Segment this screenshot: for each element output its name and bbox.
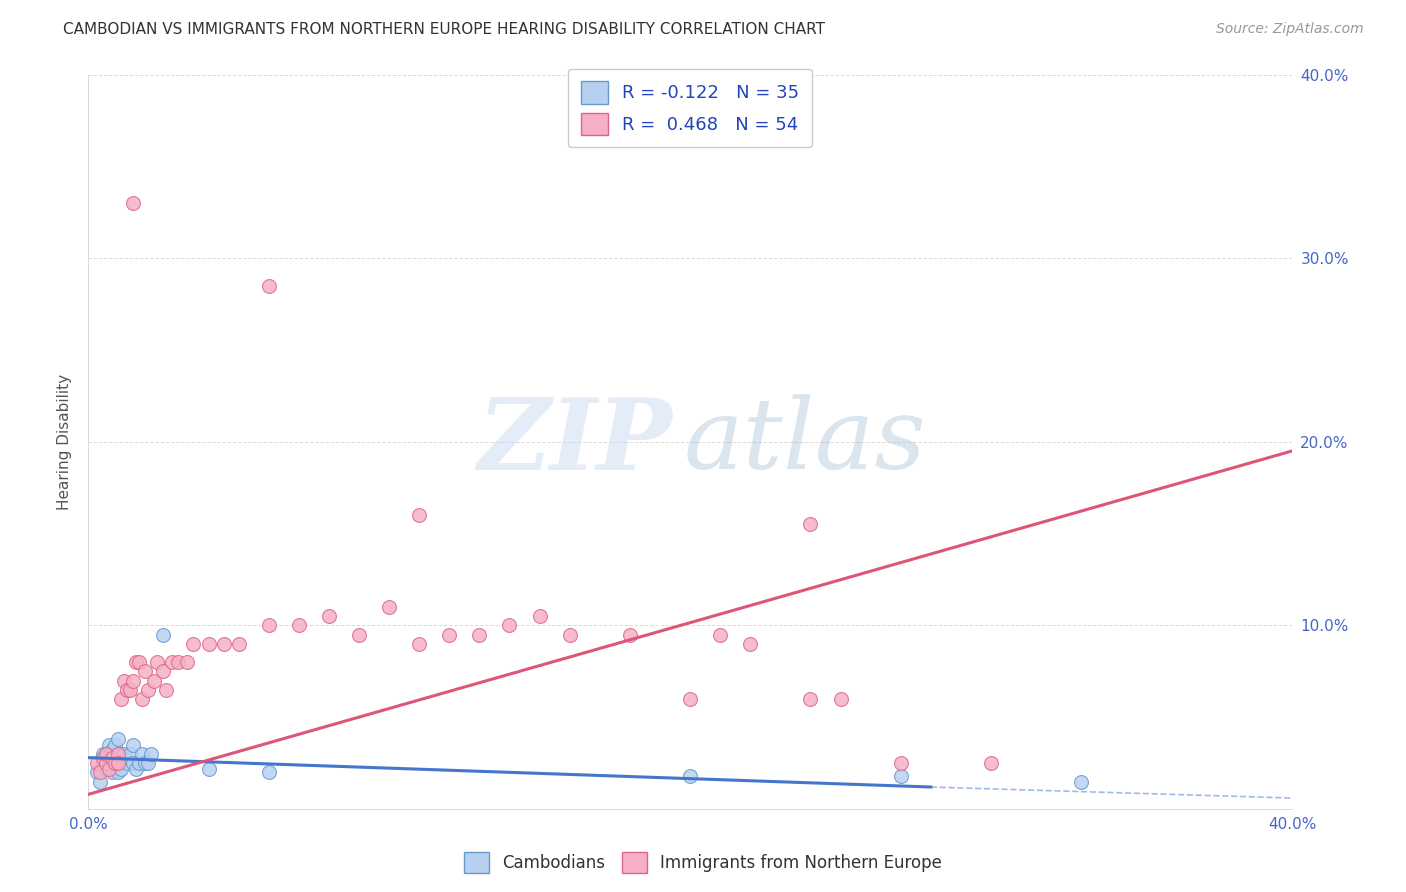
Point (162, 655, 184, 669)
Point (709, 627, 731, 641)
Point (347, 627, 370, 641)
Point (890, 756, 912, 771)
Point (104, 738, 127, 752)
Point (980, 756, 1002, 771)
Point (120, 747, 142, 761)
Point (529, 609, 551, 624)
Point (378, 600, 401, 615)
Point (799, 517, 821, 532)
Point (125, 655, 148, 669)
Point (558, 627, 581, 641)
Point (98, 756, 121, 771)
Text: ZIP: ZIP (477, 393, 672, 490)
Point (257, 765, 280, 780)
Point (1070, 774, 1092, 789)
Point (131, 747, 153, 761)
Point (679, 769, 702, 783)
Point (120, 682, 142, 697)
Point (619, 627, 641, 641)
Point (138, 756, 160, 771)
Point (96, 762, 118, 776)
Point (288, 618, 311, 632)
Point (799, 692, 821, 706)
Point (98, 738, 121, 752)
Point (104, 756, 127, 771)
Point (146, 655, 169, 669)
Point (101, 750, 124, 764)
Point (134, 665, 156, 679)
Point (107, 732, 129, 747)
Point (96, 747, 118, 761)
Point (141, 747, 163, 761)
Point (408, 508, 430, 523)
Point (101, 765, 124, 780)
Point (197, 762, 219, 776)
Point (107, 765, 129, 780)
Point (128, 655, 150, 669)
Point (176, 655, 198, 669)
Y-axis label: Hearing Disability: Hearing Disability (58, 374, 72, 510)
Point (96, 756, 118, 771)
Point (107, 756, 129, 771)
Legend: Cambodians, Immigrants from Northern Europe: Cambodians, Immigrants from Northern Eur… (457, 846, 949, 880)
Point (91, 756, 114, 771)
Legend: R = -0.122   N = 35, R =  0.468   N = 54: R = -0.122 N = 35, R = 0.468 N = 54 (568, 69, 813, 147)
Point (91, 747, 114, 761)
Point (197, 637, 219, 651)
Point (107, 747, 129, 761)
Point (134, 756, 156, 771)
Point (86, 765, 108, 780)
Point (98, 750, 121, 764)
Point (439, 627, 461, 641)
Point (167, 655, 190, 669)
Point (104, 756, 127, 771)
Point (110, 692, 132, 706)
Point (228, 637, 250, 651)
Point (408, 637, 430, 651)
Text: atlas: atlas (685, 394, 927, 490)
Point (110, 762, 132, 776)
Text: Source: ZipAtlas.com: Source: ZipAtlas.com (1216, 22, 1364, 37)
Point (112, 673, 135, 688)
Point (257, 618, 280, 632)
Point (131, 692, 153, 706)
Point (89, 765, 111, 780)
Point (91, 750, 114, 764)
Point (86, 756, 108, 771)
Point (122, 738, 145, 752)
Point (112, 747, 135, 761)
Point (155, 682, 177, 697)
Point (890, 769, 912, 783)
Point (117, 682, 139, 697)
Point (98, 762, 121, 776)
Point (830, 692, 852, 706)
Point (89, 774, 111, 789)
Point (96, 747, 118, 761)
Point (679, 692, 702, 706)
Point (107, 747, 129, 761)
Point (152, 627, 174, 641)
Point (125, 762, 148, 776)
Point (122, 196, 145, 211)
Point (183, 637, 205, 651)
Point (498, 618, 520, 632)
Point (468, 627, 491, 641)
Point (740, 637, 762, 651)
Point (212, 637, 235, 651)
Point (117, 756, 139, 771)
Point (318, 609, 340, 624)
Point (122, 756, 145, 771)
Point (128, 756, 150, 771)
Point (138, 682, 160, 697)
Point (152, 665, 174, 679)
Text: CAMBODIAN VS IMMIGRANTS FROM NORTHERN EUROPE HEARING DISABILITY CORRELATION CHAR: CAMBODIAN VS IMMIGRANTS FROM NORTHERN EU… (63, 22, 825, 37)
Point (257, 278, 280, 293)
Point (143, 673, 166, 688)
Point (122, 673, 145, 688)
Point (101, 743, 124, 757)
Point (110, 750, 132, 764)
